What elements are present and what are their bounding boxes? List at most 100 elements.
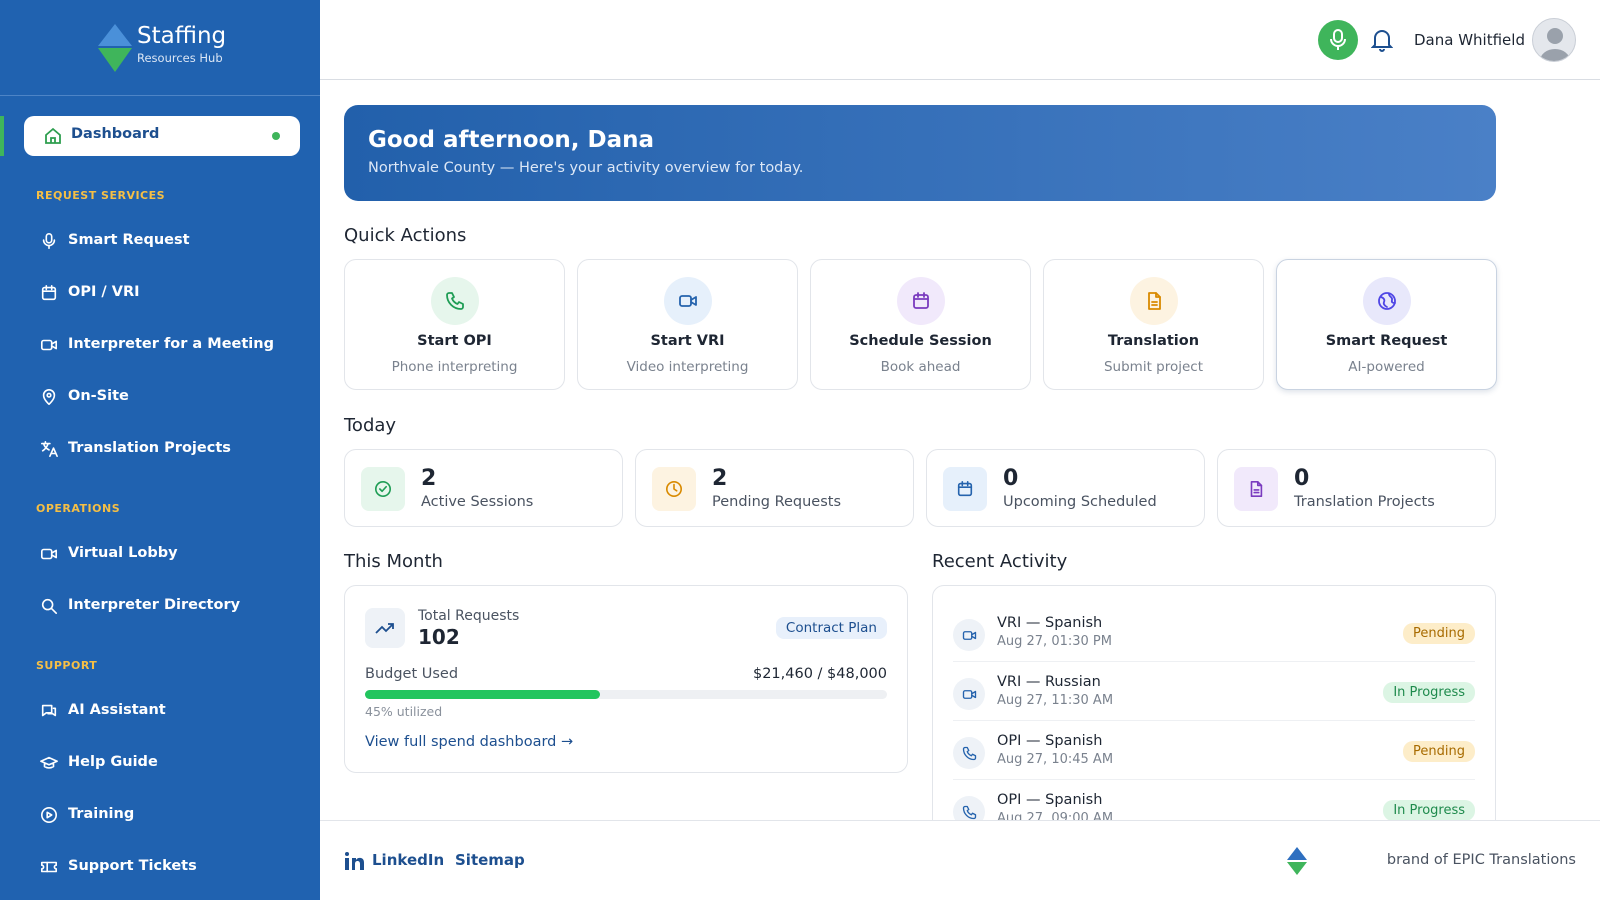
nav-label: On-Site — [68, 388, 129, 404]
activity-row[interactable]: VRI — Spanish Aug 27, 01:30 PM Pending — [953, 612, 1475, 662]
activity-title: VRI — Russian — [997, 674, 1101, 690]
activity-title: OPI — Spanish — [997, 733, 1103, 749]
mic-button[interactable] — [1318, 20, 1358, 60]
stat-label: Translation Projects — [1294, 494, 1435, 510]
nav-item[interactable]: On-Site — [24, 377, 300, 417]
stat-label: Active Sessions — [421, 494, 534, 510]
stat-value: 2 — [712, 466, 728, 491]
brand-tagline: Resources Hub — [137, 51, 223, 65]
section-title: Recent Activity — [932, 551, 1068, 572]
nav-item[interactable]: Translation Projects — [24, 429, 300, 469]
nav-section-label: OPERATIONS — [36, 502, 121, 515]
logo — [98, 24, 132, 72]
nav-icon — [40, 806, 58, 828]
footer-link[interactable]: LinkedIn — [372, 851, 445, 869]
nav-icon — [40, 232, 58, 254]
budget-label: Budget Used — [365, 666, 459, 682]
activity-time: Aug 27, 01:30 PM — [997, 634, 1112, 649]
action-icon — [431, 277, 479, 325]
nav-item[interactable]: Support Tickets — [24, 847, 300, 887]
nav-icon — [40, 545, 58, 567]
nav-item[interactable]: Help Guide — [24, 743, 300, 783]
stat-card: 0 Upcoming Scheduled — [926, 449, 1205, 527]
linkedin-icon — [345, 852, 364, 870]
action-icon — [1130, 277, 1178, 325]
nav-item[interactable]: AI Assistant — [24, 691, 300, 731]
nav-icon — [40, 440, 58, 462]
action-title: Smart Request — [1325, 333, 1448, 349]
spend-link[interactable]: View full spend dashboard → — [365, 734, 574, 750]
progress-track — [365, 690, 887, 699]
activity-icon — [953, 737, 985, 769]
stat-card: 0 Translation Projects — [1217, 449, 1496, 527]
bell-icon[interactable] — [1371, 28, 1393, 52]
brand-name: Staffing — [137, 23, 227, 49]
quick-action-card[interactable]: Start VRI Video interpreting — [577, 259, 798, 390]
hero-banner: Good afternoon, Dana Northvale County — … — [344, 105, 1496, 201]
action-subtitle: Submit project — [1103, 359, 1204, 375]
plan-badge: Contract Plan — [775, 617, 887, 639]
section-title: This Month — [344, 551, 443, 572]
activity-row[interactable]: OPI — Spanish Aug 27, 10:45 AM Pending — [953, 730, 1475, 780]
nav-icon — [40, 702, 58, 724]
quick-action-card[interactable]: Translation Submit project — [1043, 259, 1264, 390]
footer-logo — [1287, 847, 1307, 875]
stat-icon — [652, 467, 696, 511]
action-icon — [664, 277, 712, 325]
nav-item[interactable]: Interpreter Directory — [24, 586, 300, 626]
nav-item[interactable]: Interpreter for a Meeting — [24, 325, 300, 365]
quick-action-card[interactable]: Start OPI Phone interpreting — [344, 259, 565, 390]
nav-icon — [40, 284, 58, 306]
status-badge: Pending — [1403, 741, 1475, 762]
total-label: Total Requests — [418, 608, 520, 624]
nav-label: Virtual Lobby — [68, 545, 178, 561]
nav-icon — [40, 336, 58, 358]
action-title: Translation — [1107, 333, 1200, 349]
section-title: Today — [344, 415, 397, 436]
nav-icon — [40, 754, 58, 776]
stat-icon — [943, 467, 987, 511]
stat-label: Upcoming Scheduled — [1003, 494, 1157, 510]
progress-bar — [365, 690, 600, 699]
nav-item[interactable]: Training — [24, 795, 300, 835]
nav-item[interactable]: Smart Request — [24, 221, 300, 261]
nav-label: Dashboard — [71, 126, 160, 142]
hero-title: Good afternoon, Dana — [368, 127, 655, 153]
action-title: Start VRI — [650, 333, 725, 349]
action-subtitle: Phone interpreting — [391, 359, 518, 375]
section-title: Quick Actions — [344, 225, 467, 246]
nav-item[interactable]: Virtual Lobby — [24, 534, 300, 574]
nav-item[interactable]: OPI / VRI — [24, 273, 300, 313]
nav-item-active[interactable]: Dashboard — [24, 116, 300, 156]
nav-label: AI Assistant — [68, 702, 166, 718]
activity-icon — [953, 619, 985, 651]
footer: brand of EPIC Translations LinkedIn Sitem… — [320, 820, 1600, 900]
stat-card: 2 Pending Requests — [635, 449, 914, 527]
nav-label: Support Tickets — [68, 858, 197, 874]
quick-action-card[interactable]: Schedule Session Book ahead — [810, 259, 1031, 390]
user-name[interactable]: Dana Whitfield — [1414, 31, 1525, 49]
status-badge: In Progress — [1383, 682, 1475, 703]
stat-icon — [1234, 467, 1278, 511]
stat-icon — [361, 467, 405, 511]
trend-icon — [365, 608, 405, 648]
footer-link[interactable]: Sitemap — [455, 851, 525, 869]
activity-time: Aug 27, 10:45 AM — [997, 752, 1114, 767]
nav-label: Help Guide — [68, 754, 158, 770]
nav-section-label: SUPPORT — [36, 659, 98, 672]
action-subtitle: AI-powered — [1348, 359, 1425, 375]
nav-section-label: REQUEST SERVICES — [36, 189, 166, 202]
activity-row[interactable]: VRI — Russian Aug 27, 11:30 AM In Progress — [953, 671, 1475, 721]
avatar[interactable] — [1532, 18, 1576, 62]
hero-subtitle: Northvale County — Here's your activity … — [368, 160, 804, 176]
nav-label: Smart Request — [68, 232, 190, 248]
status-dot — [272, 132, 280, 140]
activity-title: OPI — Spanish — [997, 792, 1103, 808]
action-icon — [897, 277, 945, 325]
nav-icon — [40, 597, 58, 619]
activity-time: Aug 27, 11:30 AM — [997, 693, 1114, 708]
active-indicator — [0, 116, 4, 156]
total-value: 102 — [418, 625, 460, 649]
nav-label: Interpreter Directory — [68, 597, 241, 613]
quick-action-card[interactable]: Smart Request AI-powered — [1276, 259, 1497, 390]
